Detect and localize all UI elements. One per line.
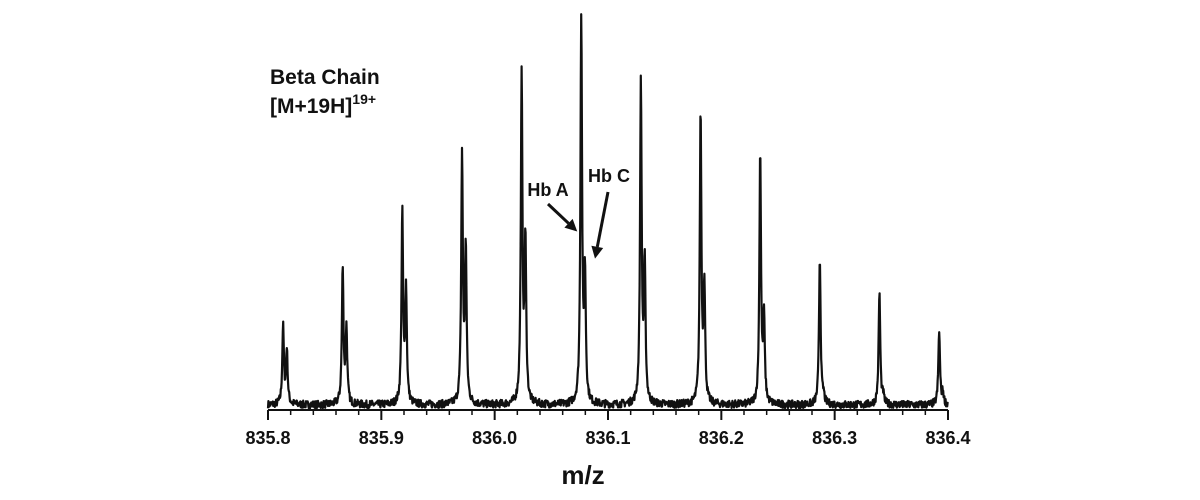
annotation-arrow-shaft <box>546 202 570 225</box>
chart-title-line1: Beta Chain <box>270 66 380 89</box>
annotation-label-hb-c: Hb C <box>588 166 630 186</box>
x-axis-ticks <box>267 410 949 420</box>
annotation-arrow-shaft <box>595 191 610 248</box>
x-tick-label: 835.8 <box>245 428 290 448</box>
x-tick-label: 836.1 <box>585 428 630 448</box>
spectrum-line <box>266 13 949 410</box>
annotation-arrow-head <box>591 245 604 259</box>
chart-title-line2: [M+19H]19+ <box>270 91 376 118</box>
x-tick-label: 835.9 <box>359 428 404 448</box>
x-tick-label: 836.2 <box>699 428 744 448</box>
annotation-label-hb-a: Hb A <box>527 180 568 200</box>
x-axis-minor-ticks <box>289 410 927 415</box>
chart-title-charge: 19+ <box>352 91 376 107</box>
x-tick-label: 836.0 <box>472 428 517 448</box>
x-tick-label: 836.3 <box>812 428 857 448</box>
chart-title-ion: [M+19H] <box>270 95 352 118</box>
x-axis-tick-labels: 835.8 835.9 836.0 836.1 836.2 836.3 836.4 <box>245 428 970 448</box>
x-tick-label: 836.4 <box>925 428 970 448</box>
peak-annotations: Hb A Hb C <box>527 166 630 259</box>
x-axis-label: m/z <box>561 460 604 490</box>
annotation-arrow-head <box>564 218 578 232</box>
